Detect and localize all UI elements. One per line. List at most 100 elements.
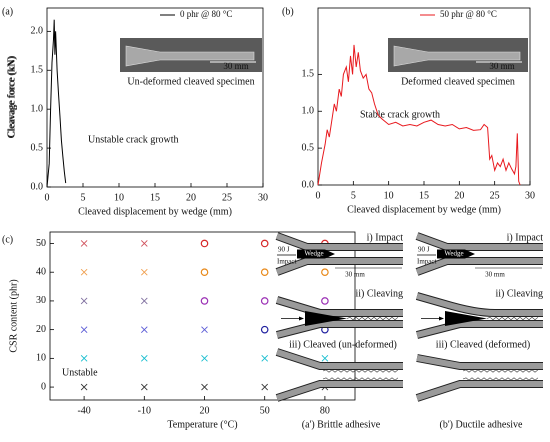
energy-label: 90 J xyxy=(278,246,290,254)
marker-cross xyxy=(201,355,208,362)
plot-frame xyxy=(317,7,531,186)
x-tick-label: 30 xyxy=(258,192,268,203)
x-tick-label: 20 xyxy=(186,192,196,203)
x-tick-label: 25 xyxy=(490,190,500,201)
y-tick-label: 0.0 xyxy=(31,181,44,192)
y-tick-label: 1.0 xyxy=(302,106,315,117)
marker-circle xyxy=(321,297,329,305)
marker-circle xyxy=(200,268,209,277)
marker-cross xyxy=(80,355,88,362)
annotation: 30 mm xyxy=(223,61,248,71)
step-label: ii) Cleaving xyxy=(356,288,404,299)
crack-line xyxy=(346,316,399,321)
crack-line xyxy=(486,316,539,321)
y-tick-label: 20 xyxy=(36,324,46,335)
x-axis-label: Cleaved displacement by wedge (mm) xyxy=(347,204,501,215)
marker-cross xyxy=(80,326,88,333)
marker-circle xyxy=(260,239,269,248)
x-axis-label: Temperature (°C) xyxy=(167,419,237,430)
crack-line xyxy=(462,369,539,373)
marker-cross xyxy=(140,297,148,305)
y-tick-label: 50 xyxy=(36,238,46,249)
specimen xyxy=(125,45,255,67)
diagram-caption: (b') Ductile adhesive xyxy=(440,419,523,430)
marker-circle xyxy=(260,268,269,277)
step-label: ii) Cleaving xyxy=(496,288,544,299)
marker-cross xyxy=(140,383,148,391)
x-tick-label: 5 xyxy=(351,190,356,201)
annotation: Deformed cleaved specimen xyxy=(401,76,515,87)
arrow-head xyxy=(299,316,304,321)
x-tick-label: 25 xyxy=(222,192,232,203)
y-tick-label: 10 xyxy=(36,353,46,364)
step-label: iii) Cleaved (deformed) xyxy=(436,339,530,350)
step-label: i) Impact xyxy=(507,232,544,243)
y-tick-label: 2.0 xyxy=(31,26,44,37)
legend-label: 50 phr @ 80 °C xyxy=(440,9,497,19)
x-tick-label: 30 xyxy=(525,190,535,201)
beam xyxy=(276,349,403,369)
plot-frame xyxy=(46,7,264,188)
legend-label: 0 phr @ 80 °C xyxy=(180,9,232,19)
marker-cross xyxy=(261,355,269,362)
beam xyxy=(276,297,403,316)
marker-cross xyxy=(201,383,208,391)
energy-label: 90 J xyxy=(418,246,430,254)
annotation: 30 mm xyxy=(489,61,514,71)
beam xyxy=(275,258,403,275)
marker-circle xyxy=(260,325,269,334)
marker-cross xyxy=(140,326,148,333)
y-tick-label: 0.0 xyxy=(302,179,315,190)
wedge xyxy=(305,311,347,326)
specimen xyxy=(393,45,521,67)
y-tick-label: 1.0 xyxy=(31,103,44,114)
marker-cross xyxy=(201,326,208,333)
panel-label: (a) xyxy=(2,6,13,17)
annotation: Stable crack growth xyxy=(360,109,440,120)
beam xyxy=(416,381,543,401)
y-tick-label: 1.5 xyxy=(31,65,44,76)
y-axis-label: Cleavage force (kN) xyxy=(6,56,17,138)
schematic: Wedge 90 J Impact 30 mm i) Impact ii) Cleavin… xyxy=(415,232,544,430)
marker-cross xyxy=(80,240,88,247)
x-tick-label: 80 xyxy=(320,405,330,416)
marker-cross xyxy=(261,383,269,391)
wedge xyxy=(445,311,487,326)
beam xyxy=(415,233,543,250)
length-label: 30 mm xyxy=(345,271,365,279)
marker-circle xyxy=(200,239,209,248)
beam xyxy=(416,321,543,338)
beam xyxy=(276,381,403,401)
marker-circle xyxy=(200,297,209,305)
y-tick-label: 40 xyxy=(36,267,46,278)
y-tick-label: 30 xyxy=(36,295,46,306)
marker-circle xyxy=(260,297,269,305)
crack-line xyxy=(322,377,399,381)
y-axis-label: Cleavage force (kN) xyxy=(6,57,17,139)
y-tick-label: 1.5 xyxy=(302,69,315,80)
x-tick-label: -10 xyxy=(138,405,151,416)
marker-cross xyxy=(140,240,148,247)
panel-label: (c) xyxy=(2,234,13,245)
y-tick-label: 0.5 xyxy=(31,142,44,153)
step-label: i) Impact xyxy=(367,232,404,243)
annotation: Unstable xyxy=(62,367,98,378)
y-tick-label: 0.5 xyxy=(302,142,315,153)
beam xyxy=(415,258,543,275)
x-tick-label: 0 xyxy=(45,192,50,203)
x-tick-label: 20 xyxy=(200,405,210,416)
marker-circle xyxy=(321,268,329,277)
x-tick-label: 0 xyxy=(316,190,321,201)
y-axis-label: CSR content (phr) xyxy=(8,279,19,352)
crack-line xyxy=(462,377,539,381)
beam xyxy=(416,355,543,369)
data-line xyxy=(317,44,521,186)
x-tick-label: 15 xyxy=(150,192,160,203)
beam xyxy=(276,321,403,338)
y-tick-label: 0 xyxy=(41,381,46,392)
data-line xyxy=(46,19,67,188)
panel-label: (b) xyxy=(282,6,294,17)
marker-cross xyxy=(80,383,88,391)
marker-cross xyxy=(80,268,88,276)
